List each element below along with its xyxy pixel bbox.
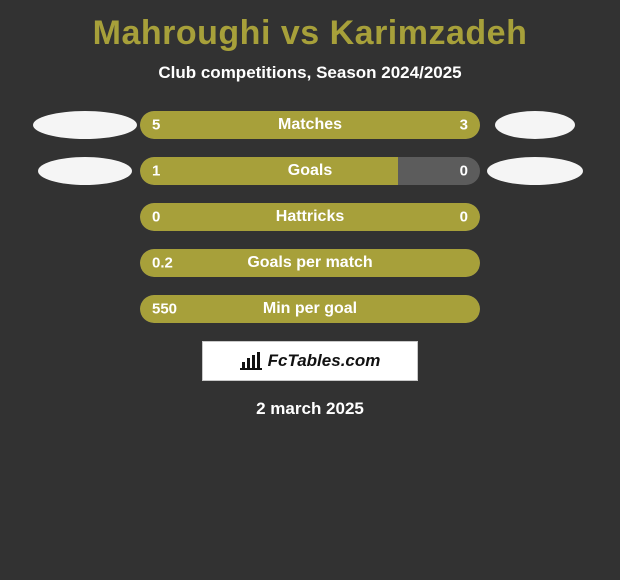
left-badge-slot	[30, 157, 140, 185]
stat-row: 5 3 Matches	[0, 111, 620, 139]
stat-bar: 550 Min per goal	[140, 295, 480, 323]
stat-value-left: 0.2	[152, 255, 173, 272]
stat-label: Hattricks	[276, 208, 344, 226]
stats-rows: 5 3 Matches 1 0 Goals 0 0 Hattricks 0.2 Goals per …	[0, 111, 620, 323]
stat-value-right: 3	[460, 117, 468, 134]
bar-chart-icon	[240, 352, 262, 370]
player-badge-left	[33, 111, 137, 139]
page-title: Mahroughi vs Karimzadeh	[0, 8, 620, 63]
stat-bar: 1 0 Goals	[140, 157, 480, 185]
stat-label: Goals per match	[247, 254, 372, 272]
brand-box: FcTables.com	[202, 341, 418, 381]
stat-value-right: 0	[460, 209, 468, 226]
stat-row: 0 0 Hattricks	[0, 203, 620, 231]
stat-label: Min per goal	[263, 300, 357, 318]
stat-row: 0.2 Goals per match	[0, 249, 620, 277]
subtitle: Club competitions, Season 2024/2025	[0, 63, 620, 83]
brand-text: FcTables.com	[268, 351, 381, 371]
player-badge-left	[38, 157, 132, 185]
stat-label: Goals	[288, 162, 332, 180]
stat-value-left: 1	[152, 163, 160, 180]
player-badge-right	[495, 111, 575, 139]
stat-value-left: 0	[152, 209, 160, 226]
stat-value-left: 5	[152, 117, 160, 134]
right-badge-slot	[480, 111, 590, 139]
stat-value-right: 0	[460, 163, 468, 180]
right-badge-slot	[480, 157, 590, 185]
player-badge-right	[487, 157, 583, 185]
stat-label: Matches	[278, 116, 342, 134]
stat-bar: 5 3 Matches	[140, 111, 480, 139]
stat-row: 550 Min per goal	[0, 295, 620, 323]
stat-row: 1 0 Goals	[0, 157, 620, 185]
bar-fill-left	[140, 157, 398, 185]
comparison-infographic: Mahroughi vs Karimzadeh Club competition…	[0, 0, 620, 419]
stat-value-left: 550	[152, 301, 177, 318]
date-label: 2 march 2025	[0, 399, 620, 419]
stat-bar: 0.2 Goals per match	[140, 249, 480, 277]
stat-bar: 0 0 Hattricks	[140, 203, 480, 231]
left-badge-slot	[30, 111, 140, 139]
